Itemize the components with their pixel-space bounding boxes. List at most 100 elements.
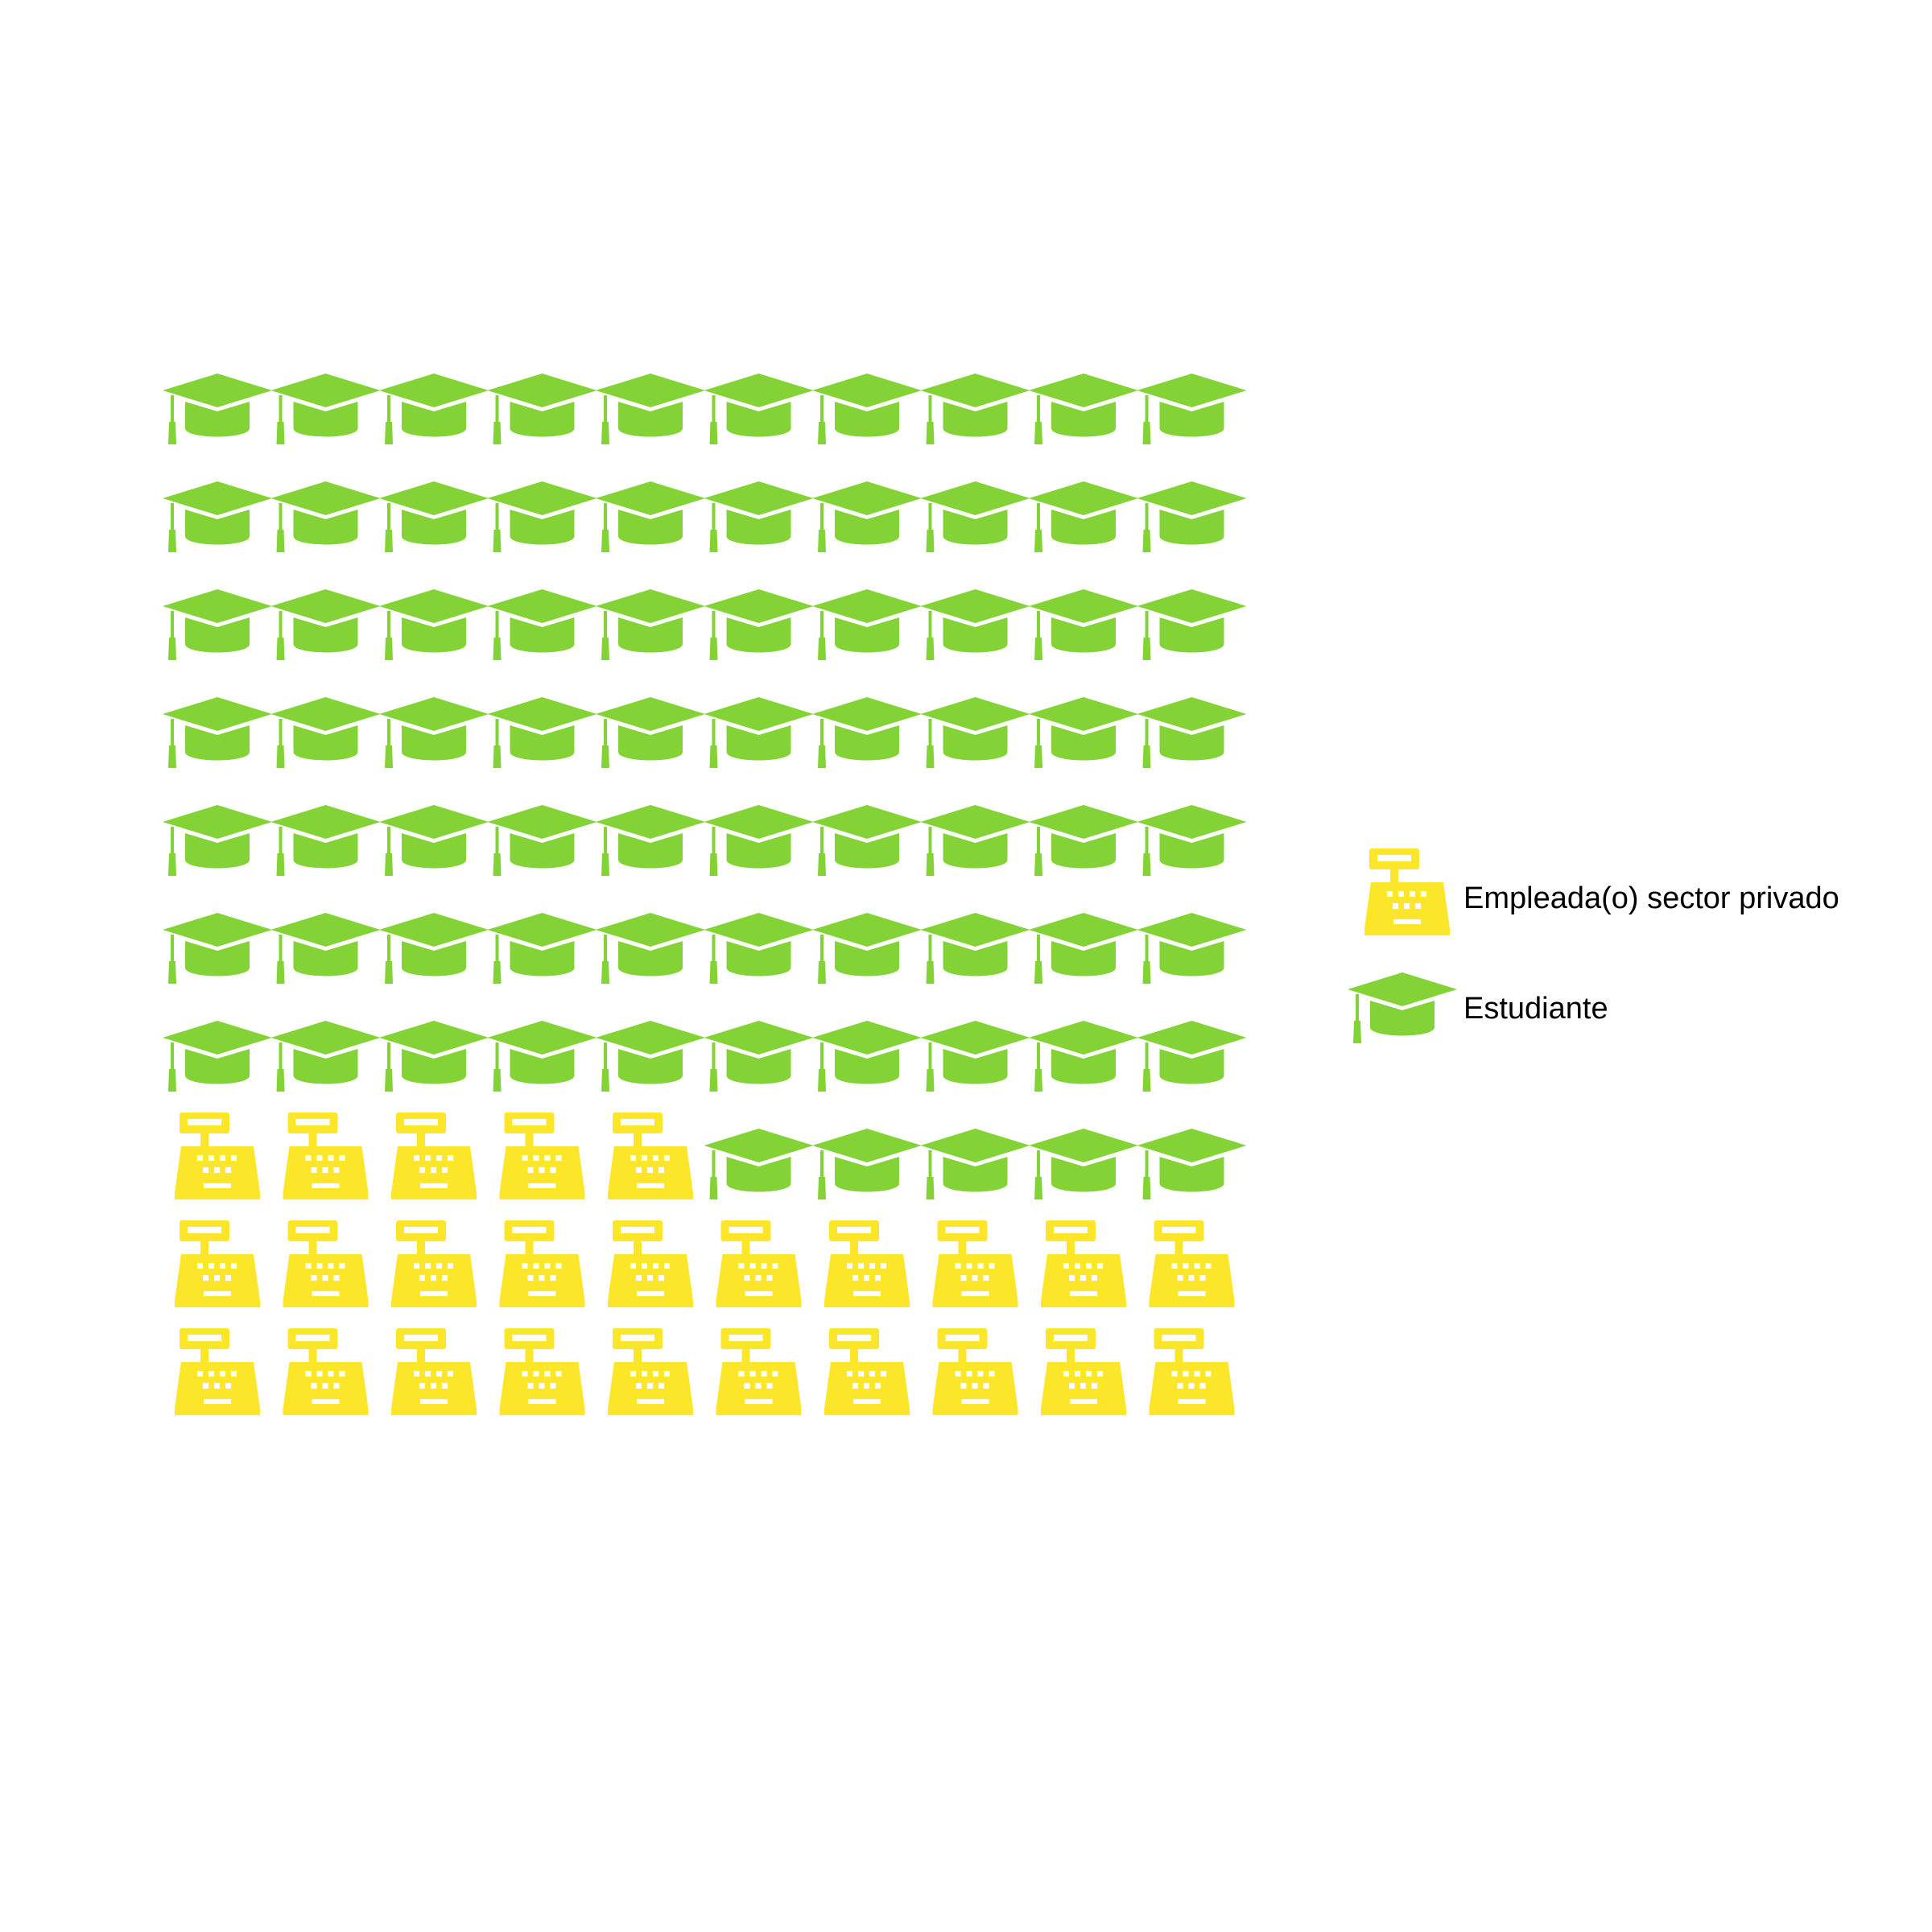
graduation-cap-icon — [487, 589, 597, 660]
graduation-cap-icon — [812, 1021, 922, 1092]
graduation-cap-icon — [379, 589, 489, 660]
graduation-cap-icon — [704, 374, 814, 444]
graduation-cap-icon — [812, 913, 922, 984]
graduation-cap-icon — [812, 1129, 922, 1199]
graduation-cap-icon — [1029, 697, 1138, 768]
graduation-cap-icon — [1029, 1129, 1138, 1199]
graduation-cap-icon — [1137, 481, 1247, 552]
legend-label-student: Estudiante — [1463, 992, 1608, 1026]
graduation-cap-icon — [379, 805, 489, 876]
cash-register-icon — [499, 1113, 585, 1199]
graduation-cap-icon — [920, 697, 1030, 768]
graduation-cap-icon — [704, 481, 814, 552]
graduation-cap-icon — [596, 805, 705, 876]
graduation-cap-icon — [270, 374, 381, 444]
graduation-cap-icon — [487, 805, 597, 876]
graduation-cap-icon — [1137, 1021, 1247, 1092]
graduation-cap-icon — [1137, 697, 1247, 768]
graduation-cap-icon — [270, 805, 381, 876]
graduation-cap-icon — [812, 805, 922, 876]
legend-item-student: Estudiante — [1348, 972, 1608, 1043]
graduation-cap-icon — [270, 589, 381, 660]
cash-register-icon — [1364, 848, 1450, 935]
legend: Empleada(o) sector privado Estudiante — [1348, 848, 1839, 1043]
cash-register-icon — [608, 1328, 693, 1415]
graduation-cap-icon — [920, 1129, 1030, 1199]
graduation-cap-icon — [487, 374, 597, 444]
cash-register-icon — [283, 1328, 369, 1415]
graduation-cap-icon — [920, 805, 1030, 876]
graduation-cap-icon — [704, 1129, 814, 1199]
graduation-cap-icon — [1029, 374, 1138, 444]
graduation-cap-icon — [1029, 805, 1138, 876]
graduation-cap-icon — [379, 374, 489, 444]
legend-item-employee: Empleada(o) sector privado — [1364, 848, 1839, 935]
graduation-cap-icon — [812, 589, 922, 660]
cash-register-icon — [1041, 1328, 1126, 1415]
graduation-cap-icon — [270, 913, 381, 984]
graduation-cap-icon — [1348, 972, 1457, 1043]
cash-register-icon — [283, 1113, 369, 1199]
graduation-cap-icon — [1137, 1129, 1247, 1199]
graduation-cap-icon — [920, 589, 1030, 660]
waffle-icons — [163, 374, 1247, 1415]
graduation-cap-icon — [920, 1021, 1030, 1092]
graduation-cap-icon — [1137, 805, 1247, 876]
cash-register-icon — [175, 1328, 260, 1415]
cash-register-icon — [824, 1220, 910, 1307]
graduation-cap-icon — [596, 374, 705, 444]
graduation-cap-icon — [920, 374, 1030, 444]
graduation-cap-icon — [270, 697, 381, 768]
graduation-cap-icon — [704, 1021, 814, 1092]
graduation-cap-icon — [812, 374, 922, 444]
cash-register-icon — [608, 1220, 693, 1307]
graduation-cap-icon — [704, 913, 814, 984]
cash-register-icon — [175, 1113, 260, 1199]
graduation-cap-icon — [596, 589, 705, 660]
cash-register-icon — [283, 1220, 369, 1307]
graduation-cap-icon — [1029, 481, 1138, 552]
graduation-cap-icon — [270, 481, 381, 552]
cash-register-icon — [499, 1220, 585, 1307]
graduation-cap-icon — [163, 589, 272, 660]
graduation-cap-icon — [704, 589, 814, 660]
graduation-cap-icon — [379, 697, 489, 768]
graduation-cap-icon — [270, 1021, 381, 1092]
cash-register-icon — [824, 1328, 910, 1415]
graduation-cap-icon — [487, 1021, 597, 1092]
graduation-cap-icon — [920, 913, 1030, 984]
graduation-cap-icon — [379, 481, 489, 552]
graduation-cap-icon — [596, 697, 705, 768]
graduation-cap-icon — [163, 481, 272, 552]
graduation-cap-icon — [920, 481, 1030, 552]
graduation-cap-icon — [163, 374, 272, 444]
graduation-cap-icon — [596, 481, 705, 552]
cash-register-icon — [391, 1220, 477, 1307]
graduation-cap-icon — [596, 1021, 705, 1092]
graduation-cap-icon — [596, 913, 705, 984]
graduation-cap-icon — [1137, 589, 1247, 660]
cash-register-icon — [1041, 1220, 1126, 1307]
legend-label-employee: Empleada(o) sector privado — [1463, 881, 1839, 915]
cash-register-icon — [391, 1113, 477, 1199]
cash-register-icon — [175, 1220, 260, 1307]
graduation-cap-icon — [812, 697, 922, 768]
graduation-cap-icon — [487, 481, 597, 552]
graduation-cap-icon — [487, 697, 597, 768]
graduation-cap-icon — [379, 913, 489, 984]
cash-register-icon — [716, 1220, 802, 1307]
graduation-cap-icon — [1137, 913, 1247, 984]
graduation-cap-icon — [1029, 913, 1138, 984]
cash-register-icon — [391, 1328, 477, 1415]
graduation-cap-icon — [1137, 374, 1247, 444]
graduation-cap-icon — [1029, 1021, 1138, 1092]
graduation-cap-icon — [704, 697, 814, 768]
cash-register-icon — [1149, 1328, 1235, 1415]
cash-register-icon — [932, 1220, 1018, 1307]
cash-register-icon — [932, 1328, 1018, 1415]
cash-register-icon — [716, 1328, 802, 1415]
graduation-cap-icon — [163, 1021, 272, 1092]
cash-register-icon — [1149, 1220, 1235, 1307]
graduation-cap-icon — [812, 481, 922, 552]
